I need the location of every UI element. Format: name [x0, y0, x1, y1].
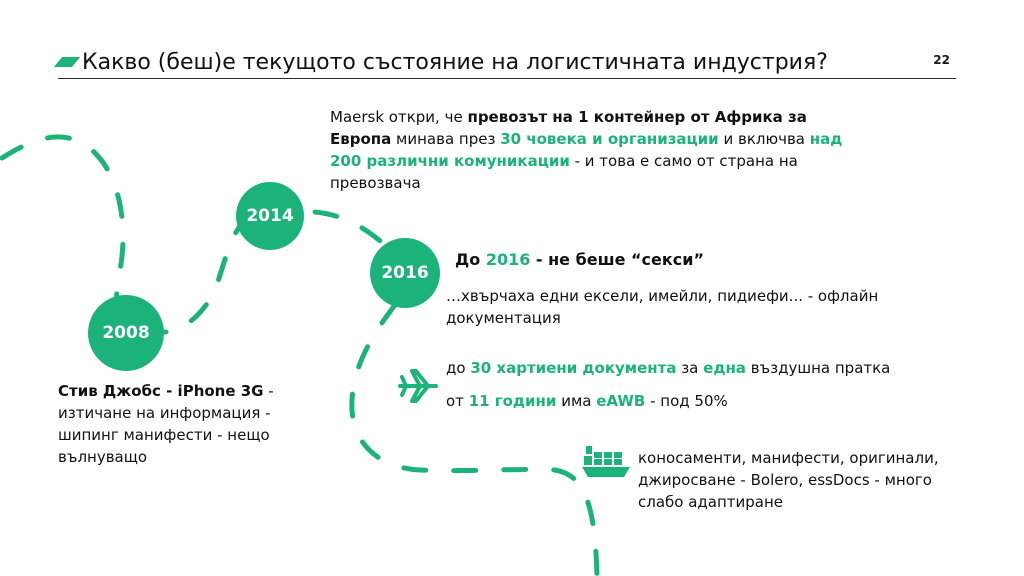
air-highlight-eawb: eAWB — [596, 392, 646, 410]
cargo-ship-icon — [582, 446, 630, 477]
milestone-2016: 2016 — [370, 238, 440, 308]
page-number: 22 — [933, 53, 950, 67]
air-text-part: от — [446, 392, 469, 410]
jobs-bold-text: Стив Джобс - iPhone 3G — [58, 382, 264, 400]
sexy-heading-year: 2016 — [485, 250, 531, 269]
sexy-heading: До 2016 - не беше “секси” — [455, 249, 855, 271]
air-highlight-one: една — [703, 359, 746, 377]
sexy-heading-part: До — [455, 250, 486, 269]
air-line-1: до 30 хартиени документа за една въздушн… — [446, 357, 946, 379]
sexy-description: …хвърчаха едни ексели, имейли, пидиефи..… — [446, 287, 879, 327]
air-text-part: има — [556, 392, 597, 410]
maersk-text-part: и включва — [718, 130, 810, 148]
maersk-text-part: - и това е само от страна на превозвача — [330, 152, 798, 192]
maersk-bold-text: превозът на 1 контейнер от Африка за Евр… — [330, 108, 807, 148]
title-bar: Какво (беш)е текущото състояние на логис… — [53, 48, 956, 79]
air-text-part: - под 50% — [645, 392, 728, 410]
maersk-text-part: Maersk откри, че — [330, 108, 468, 126]
airplane-icon — [398, 369, 438, 403]
milestone-2014: 2014 — [236, 182, 304, 250]
air-text-part: до — [446, 359, 471, 377]
sexy-heading-part: - не беше “секси” — [530, 250, 704, 269]
maersk-text-block: Maersk откри, че превозът на 1 контейнер… — [330, 106, 870, 194]
jobs-text-rest: - изтичане на информация - шипинг манифе… — [58, 382, 274, 466]
jobs-text-block: Стив Джобс - iPhone 3G - изтичане на инф… — [58, 380, 308, 468]
maersk-text-part: минава през — [391, 130, 501, 148]
air-highlight-documents: 30 хартиени документа — [470, 359, 677, 377]
page-title: Какво (беш)е текущото състояние на логис… — [82, 50, 828, 75]
ship-text: коносаменти, манифести, оригинали, джиро… — [638, 449, 939, 511]
milestone-2008: 2008 — [88, 295, 164, 371]
air-line-2: от 11 години има eAWB - под 50% — [446, 390, 946, 412]
air-text-part: въздушна пратка — [745, 359, 891, 377]
maersk-highlight-people: 30 човека и организации — [500, 130, 719, 148]
air-text-part: за — [676, 359, 704, 377]
air-highlight-years: 11 години — [468, 392, 557, 410]
maersk-highlight-communications: над 200 различни комуникации — [330, 130, 843, 170]
